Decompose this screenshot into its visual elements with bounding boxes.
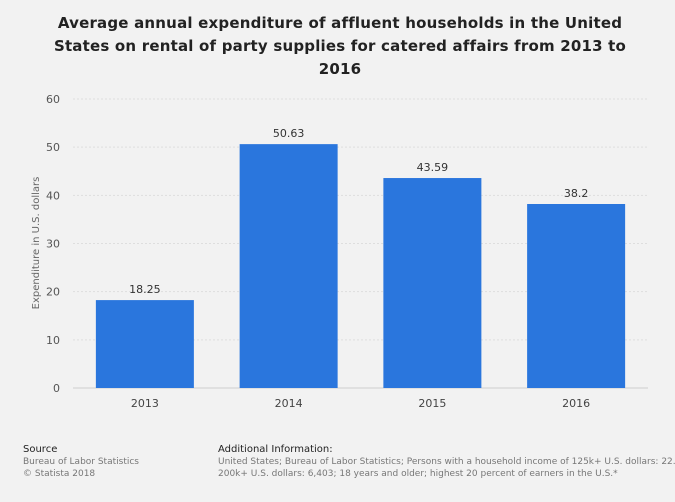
x-tick-label: 2016 [562, 397, 590, 410]
y-tick-label: 50 [46, 141, 60, 154]
additional-info-heading: Additional Information: [218, 444, 333, 455]
y-tick-label: 30 [46, 238, 60, 251]
data-label: 38.2 [564, 187, 589, 200]
chart-title: Average annual expenditure of affluent h… [40, 12, 640, 81]
y-tick-label: 10 [46, 334, 60, 347]
y-tick-label: 60 [46, 93, 60, 106]
additional-info-block: Additional Information: United States; B… [218, 444, 675, 480]
bar-2016[interactable] [527, 204, 626, 388]
source-line-1[interactable]: Bureau of Labor Statistics [23, 457, 139, 467]
chart-title-line-2: States on rental of party supplies for c… [53, 37, 627, 55]
x-tick-label: 2013 [131, 397, 159, 410]
bar-2013[interactable] [95, 300, 194, 388]
bar-chart: 0 10 20 30 40 50 60 18.25 2013 50.63 2014 43.59 2015… [31, 93, 648, 410]
additional-info-line-1: United States; Bureau of Labor Statistic… [218, 457, 675, 467]
source-block: Source Bureau of Labor Statistics © Stat… [23, 444, 139, 480]
source-line-2: © Statista 2018 [23, 469, 96, 479]
chart-title-line-1: Average annual expenditure of affluent h… [57, 14, 623, 32]
bar-2015[interactable] [383, 178, 482, 388]
chart-title-line-3: 2016 [318, 60, 362, 78]
data-label: 18.25 [129, 283, 161, 296]
x-tick-label: 2014 [275, 397, 303, 410]
data-label: 50.63 [273, 127, 305, 140]
y-tick-label: 40 [46, 189, 60, 202]
data-label: 43.59 [417, 161, 449, 174]
y-axis-label: Expenditure in U.S. dollars [31, 177, 42, 310]
y-tick-label: 0 [53, 382, 60, 395]
source-heading: Source [23, 444, 58, 455]
bar-2014[interactable] [239, 144, 338, 388]
x-tick-label: 2015 [418, 397, 446, 410]
y-tick-label: 20 [46, 286, 60, 299]
additional-info-line-2: 200k+ U.S. dollars: 6,403; 18 years and … [218, 469, 618, 479]
